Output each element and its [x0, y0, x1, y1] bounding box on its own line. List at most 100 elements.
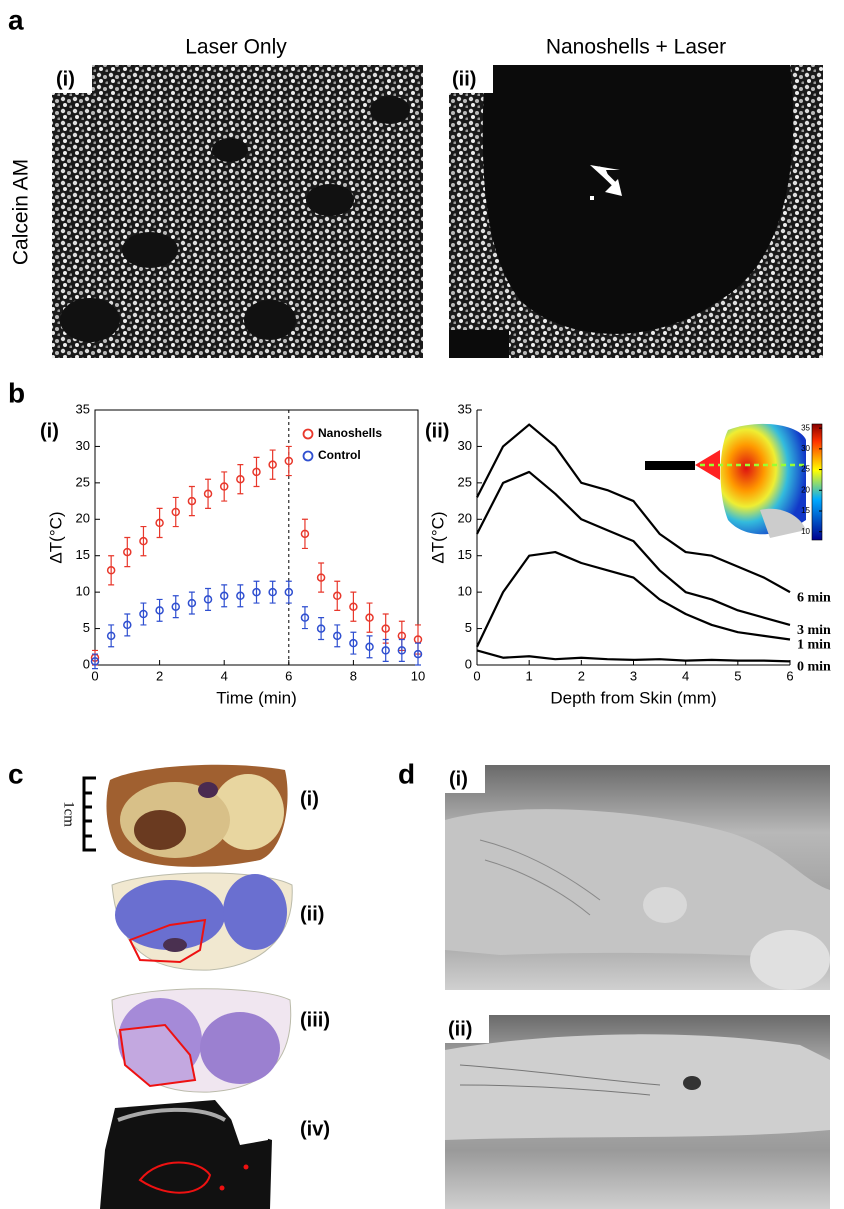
y-tick-label: 20 [458, 511, 472, 526]
image-label: (i) [449, 768, 468, 790]
x-tick-label: 5 [734, 668, 741, 683]
scale-label: 1cm [61, 801, 77, 827]
line-series [477, 650, 790, 661]
error-bar [124, 538, 130, 567]
y-tick-label: 5 [83, 620, 90, 635]
error-bar [367, 636, 373, 658]
series-label: 3 min [797, 623, 831, 638]
figure: a Laser Only Nanoshells + Laser Calcein … [0, 0, 844, 1209]
y-tick-label: 30 [458, 438, 472, 453]
x-tick-label: 2 [156, 668, 163, 683]
panel-letter: c [8, 758, 24, 789]
series-label: 6 min [797, 590, 831, 605]
row-label: Calcein AM [10, 159, 33, 265]
micrograph [449, 65, 823, 358]
x-tick-label: 4 [221, 668, 228, 683]
panel-label: (ii) [425, 420, 449, 442]
x-tick-label: 4 [682, 668, 689, 683]
mouse-photo [445, 765, 830, 990]
error-bar [350, 592, 356, 621]
y-tick-label: 25 [458, 474, 472, 489]
legend-marker [304, 430, 313, 439]
line-series [477, 552, 790, 647]
y-tick-label: 15 [458, 547, 472, 562]
error-bar [318, 563, 324, 592]
error-bar [286, 581, 292, 603]
panel-letter: b [8, 377, 25, 408]
y-axis-label: ΔT(°C) [46, 511, 65, 563]
error-bar [140, 603, 146, 625]
x-tick-label: 0 [91, 668, 98, 683]
x-tick-label: 0 [473, 668, 480, 683]
y-tick-label: 20 [76, 511, 90, 526]
image-label: (ii) [300, 903, 324, 925]
x-tick-label: 1 [526, 668, 533, 683]
error-bar [270, 450, 276, 479]
image-label: (iv) [300, 1118, 330, 1140]
error-bar [318, 618, 324, 640]
error-bar [189, 487, 195, 516]
x-axis-label: Depth from Skin (mm) [550, 688, 716, 707]
error-bar [173, 497, 179, 526]
panel-title: Laser Only [185, 36, 287, 59]
x-tick-label: 6 [786, 668, 793, 683]
error-bar [334, 625, 340, 647]
error-bar [124, 614, 130, 636]
x-axis-label: Time (min) [216, 688, 297, 707]
y-tick-label: 0 [83, 656, 90, 671]
legend-label: Control [318, 448, 361, 462]
x-tick-label: 10 [411, 668, 425, 683]
y-tick-label: 30 [76, 438, 90, 453]
image-label: (i) [300, 788, 319, 810]
error-bar [205, 589, 211, 611]
error-bar [237, 465, 243, 494]
y-tick-label: 10 [458, 584, 472, 599]
colorbar-tick-label: 35 [801, 423, 810, 432]
error-bar [254, 581, 260, 603]
error-bar [189, 592, 195, 614]
micrograph [52, 65, 423, 358]
panel-letter: d [398, 758, 415, 789]
error-bar [302, 607, 308, 629]
error-bar [157, 508, 163, 537]
x-tick-label: 3 [630, 668, 637, 683]
y-tick-label: 25 [76, 474, 90, 489]
error-bar [108, 625, 114, 647]
error-bar [286, 446, 292, 475]
colorbar-tick-label: 20 [801, 485, 810, 494]
error-bar [334, 581, 340, 610]
y-tick-label: 5 [465, 620, 472, 635]
inset-thermal-image: 101520253035 [645, 422, 822, 540]
error-bar [205, 479, 211, 508]
x-tick-label: 2 [578, 668, 585, 683]
colorbar-tick-label: 10 [801, 527, 810, 536]
error-bar [367, 603, 373, 632]
image-label: (ii) [448, 1018, 472, 1040]
panel-label: (i) [40, 420, 59, 442]
colorbar-tick-label: 15 [801, 506, 810, 515]
panel-letter: a [8, 4, 24, 35]
series-label: 0 min [797, 660, 831, 675]
scale-bar [84, 778, 96, 850]
panel-title: Nanoshells + Laser [546, 36, 726, 59]
colorbar-tick-label: 25 [801, 465, 810, 474]
error-bar [108, 556, 114, 585]
tumor-photo [106, 765, 287, 867]
error-bar [254, 457, 260, 486]
error-bar [270, 581, 276, 603]
image-label: (iii) [300, 1009, 330, 1031]
error-bar [237, 585, 243, 607]
legend-marker [304, 452, 313, 461]
error-bar [140, 527, 146, 556]
series-label: 1 min [797, 638, 831, 653]
error-bar [350, 632, 356, 654]
histology-section [112, 989, 291, 1092]
error-bar [221, 472, 227, 501]
y-tick-label: 10 [76, 584, 90, 599]
y-tick-label: 35 [76, 401, 90, 416]
y-tick-label: 0 [465, 656, 472, 671]
image-label: (i) [56, 68, 75, 90]
x-tick-label: 8 [350, 668, 357, 683]
y-tick-label: 15 [76, 547, 90, 562]
